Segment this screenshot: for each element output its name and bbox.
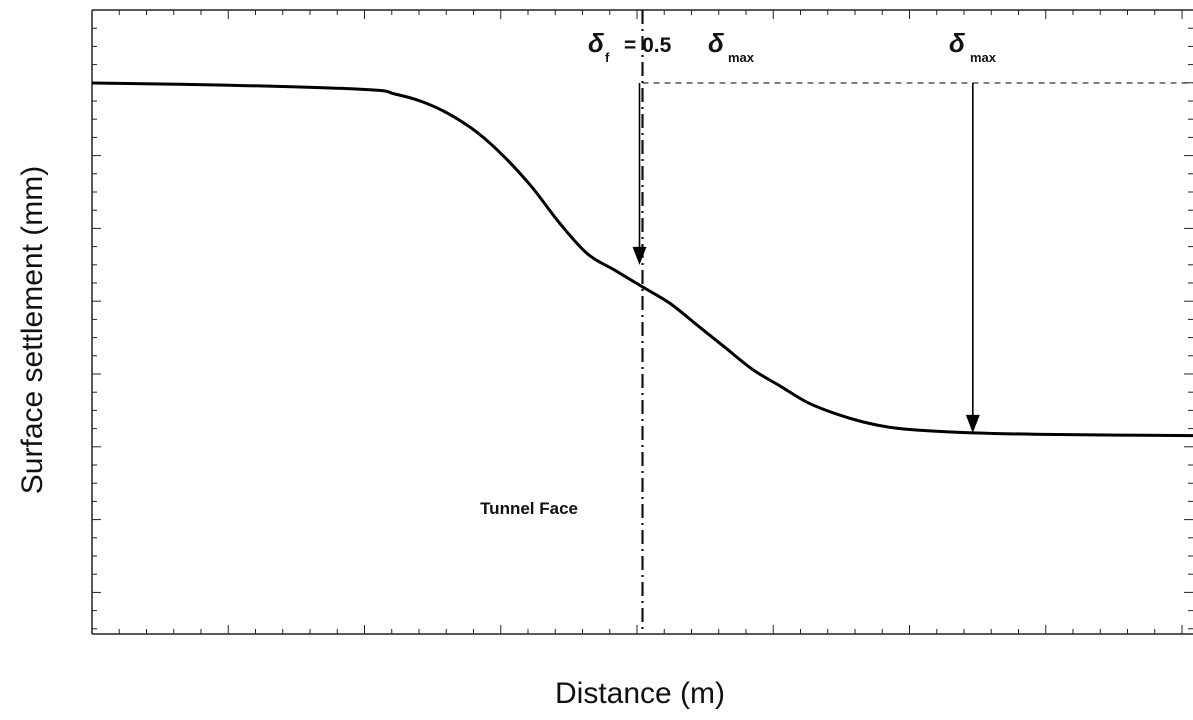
delta-max-symbol: δ (949, 28, 965, 58)
delta-max-label: δ max (949, 28, 997, 65)
delta-f-max-subscript: max (728, 50, 755, 65)
delta-f-arrow-head (632, 246, 647, 265)
tunnel-face-label: Tunnel Face (480, 499, 578, 518)
plot-area (91, 9, 1193, 635)
x-axis-label: Distance (m) (555, 677, 725, 710)
delta-f-subscript: f (605, 50, 610, 65)
y-axis-label: Surface settlement (mm) (16, 166, 49, 494)
delta-max-subscript: max (970, 50, 997, 65)
delta-max-arrow-head (965, 414, 980, 433)
delta-f-symbol: δ (588, 28, 604, 58)
delta-f-max-symbol: δ (708, 28, 724, 58)
delta-f-label: δ f = 0.5 δ max (588, 28, 755, 65)
settlement-curve (91, 81, 1193, 438)
delta-f-equals: = 0.5 (624, 34, 672, 57)
